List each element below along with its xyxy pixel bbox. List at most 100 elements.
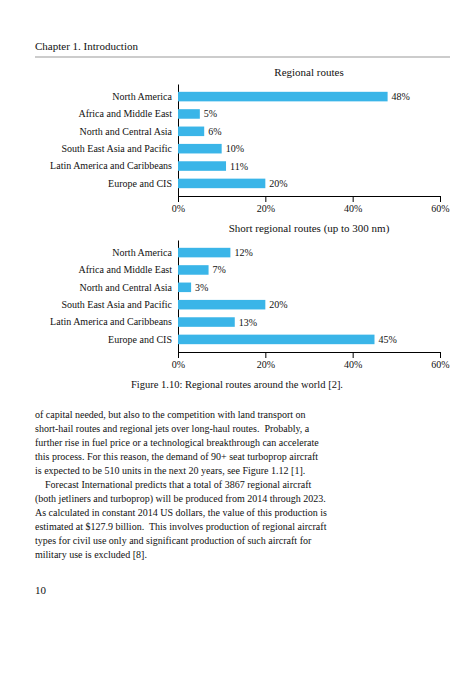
x-tick: 20% [257, 196, 275, 214]
chart: Short regional routes (up to 300 nm) 0% 20… [50, 222, 450, 370]
figure-caption: Figure 1.10: Regional routes around the … [131, 379, 343, 390]
body-line: this process. For this reason, the deman… [35, 451, 318, 462]
y-tick-label: Latin America and Caribbeans [50, 316, 172, 327]
body-line: estimated at $127.9 billion. This involv… [35, 521, 327, 532]
bars [178, 248, 375, 344]
x-tick-mark [178, 352, 179, 358]
x-axis-line [179, 353, 441, 359]
chart-title: Short regional routes (up to 300 nm) [229, 222, 390, 235]
x-tick-mark [353, 352, 354, 358]
x-axis-line [179, 197, 441, 203]
x-tick-label: 20% [257, 359, 275, 370]
x-tick-label: 20% [257, 203, 275, 214]
x-tick-mark [178, 196, 179, 202]
body-line: is expected to be 510 units in the next … [35, 465, 305, 476]
data-label: 3% [195, 282, 208, 293]
y-tick: Latin America and Caribbeans [50, 160, 172, 171]
y-tick-label: North America [112, 247, 172, 258]
y-tick-label: Africa and Middle East [78, 264, 172, 275]
bar [178, 144, 222, 154]
data-label: 45% [379, 334, 397, 345]
body-line: As calculated in constant 2014 US dollar… [35, 507, 327, 518]
bars [178, 92, 388, 188]
chart: Regional routes 0% 20% 40% 60% North America A… [50, 66, 450, 214]
data-label: 20% [269, 178, 287, 189]
y-tick-label: North and Central Asia [80, 282, 173, 293]
x-tick: 40% [344, 352, 362, 370]
body-text: of capital needed, but also to the compe… [35, 409, 327, 560]
y-tick: Africa and Middle East [78, 264, 172, 275]
y-axis: North America Africa and Middle East North… [50, 241, 178, 353]
body-line: Forecast International predicts that a t… [35, 479, 312, 490]
y-tick-label: South East Asia and Pacific [61, 143, 172, 154]
y-tick-label: North and Central Asia [80, 126, 173, 137]
x-tick-label: 60% [431, 359, 449, 370]
x-tick-mark [265, 352, 266, 358]
y-tick: North and Central Asia [80, 126, 173, 137]
data-label: 20% [269, 299, 287, 310]
y-tick-label: North America [112, 91, 172, 102]
x-tick-label: 40% [344, 203, 362, 214]
page-number: 10 [35, 584, 47, 596]
y-tick: South East Asia and Pacific [61, 299, 172, 310]
x-tick-mark [440, 196, 441, 202]
x-tick-label: 0% [172, 203, 185, 214]
x-axis: 0% 20% 40% 60% [172, 196, 450, 214]
y-tick: Europe and CIS [108, 178, 172, 189]
y-tick: North America [112, 91, 172, 102]
data-labels: 12% 7% 3% 20% 13% 45% [195, 247, 397, 345]
data-label: 7% [213, 264, 226, 275]
data-label: 10% [226, 143, 244, 154]
bar [178, 127, 204, 137]
body-line: further rise in fuel price or a technolo… [35, 437, 319, 448]
x-tick: 60% [431, 196, 449, 214]
x-tick-label: 60% [431, 203, 449, 214]
chart-title: Regional routes [274, 66, 343, 78]
bar [178, 317, 235, 327]
header-rule [35, 57, 450, 58]
bar [178, 161, 226, 171]
bar [178, 92, 388, 102]
y-tick: Africa and Middle East [78, 108, 172, 119]
page: Chapter 1. Introduction Regional routes 0%… [0, 0, 474, 673]
data-label: 13% [239, 317, 257, 328]
x-axis: 0% 20% 40% 60% [172, 352, 450, 370]
x-tick: 60% [431, 352, 449, 370]
bar [178, 179, 265, 189]
body-line: military use is excluded [8]. [35, 549, 147, 560]
y-tick: Latin America and Caribbeans [50, 316, 172, 327]
body-line: of capital needed, but also to the compe… [35, 409, 306, 420]
x-tick-mark [265, 196, 266, 202]
y-tick: North America [112, 247, 172, 258]
data-label: 5% [204, 108, 217, 119]
header: Chapter 1. Introduction [35, 40, 138, 52]
body-line: types for civil use only and significant… [35, 535, 312, 546]
data-label: 11% [230, 161, 248, 172]
x-tick: 0% [172, 196, 185, 214]
bar [178, 109, 200, 119]
data-label: 48% [392, 91, 410, 102]
x-tick: 0% [172, 352, 185, 370]
x-tick-label: 40% [344, 359, 362, 370]
y-tick-label: Europe and CIS [108, 334, 172, 345]
y-tick-label: Latin America and Caribbeans [50, 160, 172, 171]
data-label: 6% [208, 126, 221, 137]
data-labels: 48% 5% 6% 10% 11% 20% [204, 91, 410, 189]
bar [178, 335, 375, 345]
bar [178, 265, 209, 275]
bar [178, 300, 265, 310]
y-tick: North and Central Asia [80, 282, 173, 293]
y-axis: North America Africa and Middle East North… [50, 85, 178, 197]
x-tick: 40% [344, 196, 362, 214]
x-tick-mark [440, 352, 441, 358]
y-tick: Europe and CIS [108, 334, 172, 345]
y-tick: South East Asia and Pacific [61, 143, 172, 154]
x-tick-mark [353, 196, 354, 202]
body-line: short-hail routes and regional jets over… [35, 423, 310, 434]
x-tick: 20% [257, 352, 275, 370]
body-line: (both jetliners and turboprop) will be p… [35, 493, 326, 505]
y-tick-label: South East Asia and Pacific [61, 299, 172, 310]
y-tick-label: Europe and CIS [108, 178, 172, 189]
data-label: 12% [234, 247, 252, 258]
x-tick-label: 0% [172, 359, 185, 370]
